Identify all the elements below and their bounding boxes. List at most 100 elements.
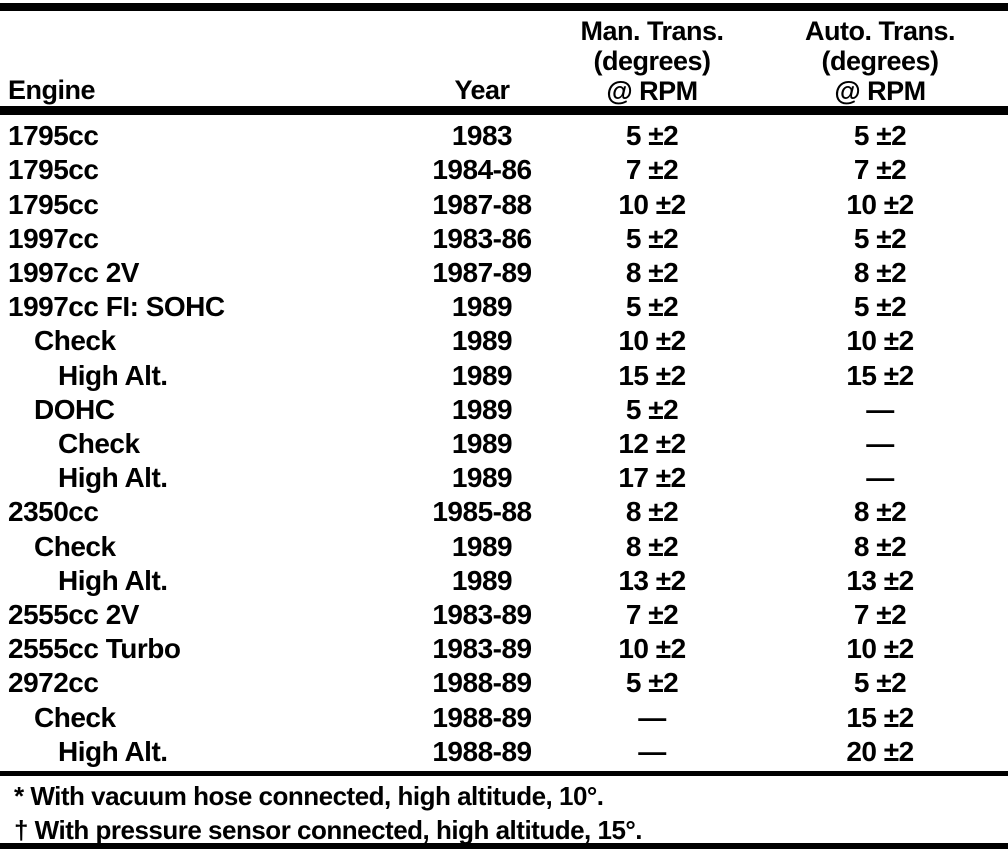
engine-cell: High Alt. bbox=[58, 564, 168, 596]
table-row: 2350cc 1985-88 8 ±2 8 ±2 bbox=[0, 496, 1008, 528]
man-trans-cell: 8 ±2 bbox=[625, 530, 679, 562]
engine-cell: 2555cc Turbo bbox=[8, 633, 181, 665]
auto-trans-cell: 15 ±2 bbox=[846, 359, 914, 391]
auto-trans-cell: 7 ±2 bbox=[853, 154, 907, 186]
man-trans-header-line: @ RPM bbox=[606, 76, 698, 106]
man-trans-cell: — bbox=[638, 735, 666, 767]
man-trans-cell: 10 ±2 bbox=[618, 188, 686, 220]
year-cell: 1988-89 bbox=[432, 667, 532, 699]
table-row: 1997cc 1983-86 5 ±2 5 ±2 bbox=[0, 223, 1008, 255]
year-cell: 1989 bbox=[451, 427, 513, 459]
engine-cell: 2350cc bbox=[8, 496, 99, 528]
engine-cell: 1997cc FI: SOHC bbox=[8, 291, 225, 323]
man-trans-cell: 12 ±2 bbox=[618, 427, 686, 459]
auto-trans-cell: 8 ±2 bbox=[853, 530, 907, 562]
year-cell: 1989 bbox=[451, 359, 513, 391]
man-trans-cell: 5 ±2 bbox=[625, 222, 679, 254]
man-trans-cell: 5 ±2 bbox=[625, 291, 679, 323]
man-trans-cell: 5 ±2 bbox=[625, 393, 679, 425]
man-trans-cell: — bbox=[638, 701, 666, 733]
table-row: 2555cc Turbo 1983-89 10 ±2 10 ±2 bbox=[0, 633, 1008, 665]
column-header-year: Year bbox=[454, 75, 510, 105]
table-row: High Alt. 1989 17 ±2 — bbox=[0, 462, 1008, 494]
auto-trans-cell: 10 ±2 bbox=[846, 188, 914, 220]
auto-trans-cell: 8 ±2 bbox=[853, 256, 907, 288]
engine-cell: High Alt. bbox=[58, 359, 168, 391]
table-body: 1795cc 1983 5 ±2 5 ±2 1795cc 1984-86 7 ±2 7 ±2 1… bbox=[0, 119, 1008, 769]
engine-cell: High Alt. bbox=[58, 462, 168, 494]
auto-trans-cell: 15 ±2 bbox=[846, 701, 914, 733]
footnote-vacuum-hose: * With vacuum hose connected, high altit… bbox=[14, 781, 604, 811]
man-trans-header-line: (degrees) bbox=[593, 46, 711, 76]
man-trans-cell: 8 ±2 bbox=[625, 496, 679, 528]
column-header-man-trans: Man. Trans. (degrees) @ RPM bbox=[552, 16, 752, 108]
man-trans-cell: 5 ±2 bbox=[625, 120, 679, 152]
engine-cell: Check bbox=[34, 325, 116, 357]
year-cell: 1989 bbox=[451, 393, 513, 425]
engine-cell: 2555cc 2V bbox=[8, 598, 139, 630]
auto-trans-cell: 8 ±2 bbox=[853, 496, 907, 528]
year-cell: 1985-88 bbox=[432, 496, 532, 528]
engine-cell: Check bbox=[34, 530, 116, 562]
engine-cell: 2972cc bbox=[8, 667, 99, 699]
man-trans-cell: 7 ±2 bbox=[625, 154, 679, 186]
table-row: High Alt. 1989 13 ±2 13 ±2 bbox=[0, 565, 1008, 597]
engine-cell: Check bbox=[34, 701, 116, 733]
auto-trans-cell: — bbox=[866, 462, 894, 494]
man-trans-cell: 7 ±2 bbox=[625, 598, 679, 630]
engine-cell: 1795cc bbox=[8, 120, 99, 152]
year-cell: 1983-86 bbox=[432, 222, 532, 254]
year-cell: 1983-89 bbox=[432, 633, 532, 665]
table-row: 2972cc 1988-89 5 ±2 5 ±2 bbox=[0, 667, 1008, 699]
auto-trans-cell: 10 ±2 bbox=[846, 325, 914, 357]
engine-cell: DOHC bbox=[34, 393, 115, 425]
man-trans-cell: 13 ±2 bbox=[618, 564, 686, 596]
table-row: 1795cc 1987-88 10 ±2 10 ±2 bbox=[0, 189, 1008, 221]
table-row: High Alt. 1988-89 — 20 ±2 bbox=[0, 736, 1008, 768]
table-row: Check 1988-89 — 15 ±2 bbox=[0, 702, 1008, 734]
year-cell: 1983-89 bbox=[432, 598, 532, 630]
table-row: 2555cc 2V 1983-89 7 ±2 7 ±2 bbox=[0, 599, 1008, 631]
engine-cell: 1795cc bbox=[8, 154, 99, 186]
table-row: 1997cc FI: SOHC 1989 5 ±2 5 ±2 bbox=[0, 291, 1008, 323]
table-row: Check 1989 8 ±2 8 ±2 bbox=[0, 531, 1008, 563]
auto-trans-cell: 5 ±2 bbox=[853, 120, 907, 152]
auto-trans-cell: 20 ±2 bbox=[846, 735, 914, 767]
man-trans-cell: 17 ±2 bbox=[618, 462, 686, 494]
auto-trans-cell: 5 ±2 bbox=[853, 222, 907, 254]
engine-cell: 1997cc bbox=[8, 222, 99, 254]
table-row: High Alt. 1989 15 ±2 15 ±2 bbox=[0, 360, 1008, 392]
bottom-rule bbox=[0, 843, 1008, 849]
engine-cell: 1997cc 2V bbox=[8, 256, 139, 288]
engine-cell: 1795cc bbox=[8, 188, 99, 220]
year-cell: 1989 bbox=[451, 462, 513, 494]
table-header: Engine Year Man. Trans. (degrees) @ RPM … bbox=[0, 16, 1008, 106]
man-trans-cell: 10 ±2 bbox=[618, 325, 686, 357]
auto-trans-cell: 10 ±2 bbox=[846, 633, 914, 665]
auto-trans-header-line: @ RPM bbox=[834, 76, 926, 106]
table-row: Check 1989 12 ±2 — bbox=[0, 428, 1008, 460]
auto-trans-header-line: (degrees) bbox=[821, 46, 939, 76]
footnotes: * With vacuum hose connected, high altit… bbox=[0, 779, 1008, 847]
auto-trans-cell: — bbox=[866, 393, 894, 425]
auto-trans-cell: 5 ±2 bbox=[853, 291, 907, 323]
footnote-separator-rule bbox=[0, 771, 1008, 776]
auto-trans-cell: — bbox=[866, 427, 894, 459]
column-header-auto-trans: Auto. Trans. (degrees) @ RPM bbox=[752, 16, 1008, 108]
year-cell: 1988-89 bbox=[432, 701, 532, 733]
man-trans-cell: 10 ±2 bbox=[618, 633, 686, 665]
man-trans-cell: 15 ±2 bbox=[618, 359, 686, 391]
table-row: 1997cc 2V 1987-89 8 ±2 8 ±2 bbox=[0, 257, 1008, 289]
header-separator-rule bbox=[0, 106, 1008, 115]
table-row: Check 1989 10 ±2 10 ±2 bbox=[0, 325, 1008, 357]
column-header-engine: Engine bbox=[8, 75, 96, 105]
year-cell: 1983 bbox=[451, 120, 513, 152]
engine-cell: Check bbox=[58, 427, 140, 459]
auto-trans-cell: 5 ±2 bbox=[853, 667, 907, 699]
year-cell: 1984-86 bbox=[432, 154, 532, 186]
year-cell: 1989 bbox=[451, 325, 513, 357]
man-trans-cell: 5 ±2 bbox=[625, 667, 679, 699]
footnote-pressure-sensor: † With pressure sensor connected, high a… bbox=[14, 815, 643, 845]
auto-trans-cell: 7 ±2 bbox=[853, 598, 907, 630]
